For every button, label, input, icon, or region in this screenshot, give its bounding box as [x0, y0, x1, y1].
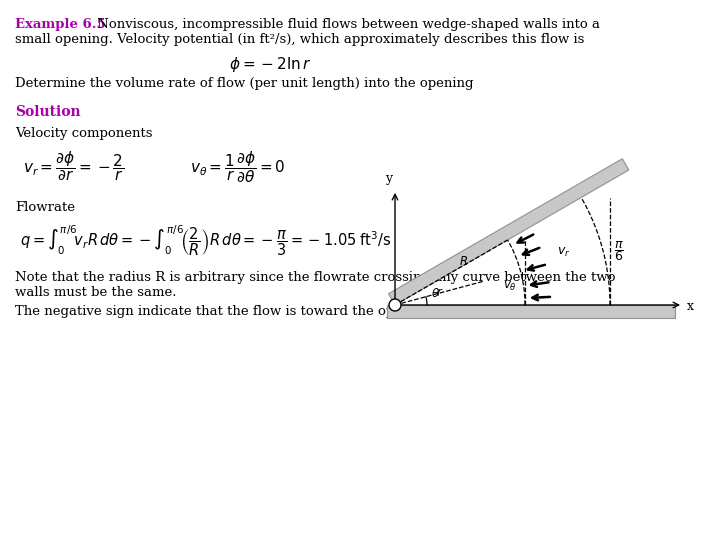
Text: Solution: Solution — [15, 105, 81, 119]
Text: x: x — [687, 300, 694, 313]
Polygon shape — [389, 159, 629, 305]
Text: $q = \int_0^{\pi/6}\! v_r R\,d\theta = -\int_0^{\pi/6}\!\left(\dfrac{2}{R}\right: $q = \int_0^{\pi/6}\! v_r R\,d\theta = -… — [20, 223, 392, 258]
Text: $\dfrac{\pi}{6}$: $\dfrac{\pi}{6}$ — [614, 239, 624, 263]
Text: $R$: $R$ — [459, 255, 468, 268]
Circle shape — [389, 299, 401, 311]
Text: walls must be the same.: walls must be the same. — [15, 286, 176, 299]
Text: $v_\theta$: $v_\theta$ — [503, 280, 517, 293]
Text: Velocity components: Velocity components — [15, 127, 153, 140]
Text: $v_r$: $v_r$ — [557, 246, 570, 259]
Text: Determine the volume rate of flow (per unit length) into the opening: Determine the volume rate of flow (per u… — [15, 77, 474, 90]
Text: The negative sign indicate that the flow is toward the opening: The negative sign indicate that the flow… — [15, 305, 431, 318]
Text: $v_r = \dfrac{\partial\phi}{\partial r} = -\dfrac{2}{r}$: $v_r = \dfrac{\partial\phi}{\partial r} … — [23, 149, 125, 183]
Text: Flowrate: Flowrate — [15, 201, 75, 214]
Text: y: y — [385, 172, 392, 185]
Text: $\phi = -2\ln r$: $\phi = -2\ln r$ — [229, 55, 311, 74]
Text: $\theta$: $\theta$ — [431, 287, 440, 300]
Polygon shape — [387, 305, 675, 318]
Text: Example 6.5: Example 6.5 — [15, 18, 106, 31]
Text: $v_\theta = \dfrac{1}{r}\dfrac{\partial\phi}{\partial\theta} = 0$: $v_\theta = \dfrac{1}{r}\dfrac{\partial\… — [190, 149, 286, 185]
Text: Nonviscous, incompressible fluid flows between wedge-shaped walls into a: Nonviscous, incompressible fluid flows b… — [93, 18, 600, 31]
Text: $r$: $r$ — [436, 286, 444, 299]
Text: small opening. Velocity potential (in ft²/s), which approximately describes this: small opening. Velocity potential (in ft… — [15, 33, 585, 46]
Text: Note that the radius R is arbitrary since the flowrate crossing any curve betwee: Note that the radius R is arbitrary sinc… — [15, 271, 616, 284]
